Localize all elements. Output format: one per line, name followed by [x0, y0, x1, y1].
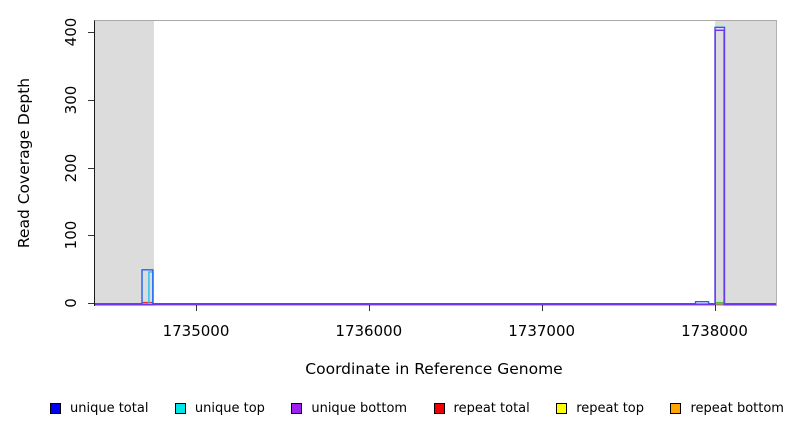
coverage-series-canvas	[95, 26, 776, 306]
legend-item-repeat-bottom: repeat bottom	[670, 401, 784, 416]
legend-item-unique-total: unique total	[50, 401, 148, 416]
y-axis-tick-label: 100	[62, 220, 80, 250]
x-axis-tick-label: 1738000	[681, 322, 748, 340]
masked-region-shade	[95, 21, 154, 306]
legend-item-unique-bottom: unique bottom	[291, 401, 407, 416]
y-axis-tick	[88, 99, 94, 101]
y-axis-tick-label: 200	[62, 153, 80, 182]
x-axis-tick	[195, 305, 197, 311]
legend-label: repeat top	[576, 401, 644, 416]
y-axis-title: Read Coverage Depth	[15, 77, 33, 249]
legend-swatch-icon	[291, 403, 303, 414]
x-axis-tick-label: 1737000	[508, 322, 576, 340]
plot-area	[94, 20, 777, 306]
legend-label: repeat bottom	[690, 401, 784, 416]
legend-swatch-icon	[50, 403, 61, 414]
y-axis-tick-label: 0	[62, 298, 80, 308]
y-axis-tick	[88, 235, 94, 237]
x-axis-tick-label: 1735000	[162, 322, 230, 340]
y-axis-tick	[88, 32, 94, 33]
unique-total-line	[95, 26, 776, 305]
legend-swatch-icon	[670, 403, 682, 414]
legend-label: unique bottom	[311, 401, 408, 416]
legend-label: unique top	[194, 401, 265, 416]
legend-item-repeat-top: repeat top	[556, 401, 644, 416]
y-axis-tick	[88, 303, 94, 304]
legend-swatch-icon	[556, 403, 568, 414]
legend-label: unique total	[70, 401, 149, 416]
legend: unique total unique top unique bottom repea…	[50, 400, 784, 417]
x-axis-title: Coordinate in Reference Genome	[305, 360, 563, 378]
unique-bottom-line	[95, 29, 776, 306]
y-axis-tick-label: 400	[62, 17, 80, 47]
unique-top-line	[95, 271, 776, 305]
legend-swatch-icon	[174, 403, 186, 414]
x-axis-tick	[368, 305, 370, 311]
legend-item-unique-top: unique top	[174, 401, 265, 416]
legend-label: repeat total	[453, 401, 530, 416]
legend-swatch-icon	[433, 403, 445, 414]
x-axis-tick-label: 1736000	[335, 322, 403, 340]
y-axis-tick-label: 300	[62, 85, 80, 115]
y-axis-tick	[88, 167, 94, 169]
x-axis-tick	[714, 305, 716, 311]
legend-item-repeat-total: repeat total	[433, 401, 530, 416]
x-axis-tick	[541, 305, 543, 311]
